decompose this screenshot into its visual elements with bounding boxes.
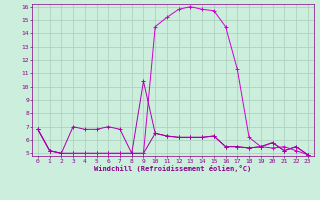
X-axis label: Windchill (Refroidissement éolien,°C): Windchill (Refroidissement éolien,°C) [94,165,252,172]
